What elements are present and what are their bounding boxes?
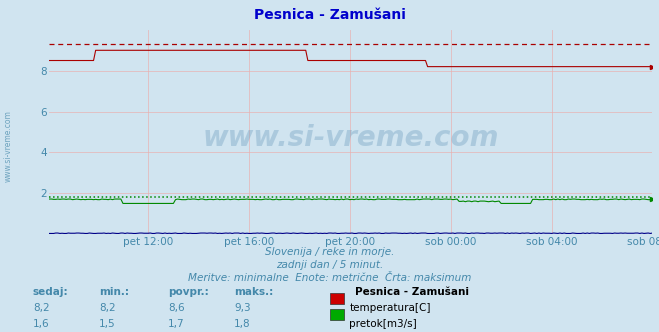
Text: www.si-vreme.com: www.si-vreme.com	[203, 124, 499, 152]
Text: zadnji dan / 5 minut.: zadnji dan / 5 minut.	[276, 260, 383, 270]
Text: 1,6: 1,6	[33, 319, 49, 329]
Text: 8,2: 8,2	[99, 303, 115, 313]
Text: 1,5: 1,5	[99, 319, 115, 329]
Text: povpr.:: povpr.:	[168, 287, 209, 297]
Text: www.si-vreme.com: www.si-vreme.com	[3, 110, 13, 182]
Text: 8,6: 8,6	[168, 303, 185, 313]
Text: Pesnica - Zamušani: Pesnica - Zamušani	[254, 8, 405, 22]
Text: 8,2: 8,2	[33, 303, 49, 313]
Text: 1,7: 1,7	[168, 319, 185, 329]
Text: min.:: min.:	[99, 287, 129, 297]
Text: 1,8: 1,8	[234, 319, 250, 329]
Text: pretok[m3/s]: pretok[m3/s]	[349, 319, 417, 329]
Text: Pesnica - Zamušani: Pesnica - Zamušani	[355, 287, 469, 297]
Text: sedaj:: sedaj:	[33, 287, 69, 297]
Text: Slovenija / reke in morje.: Slovenija / reke in morje.	[265, 247, 394, 257]
Text: Meritve: minimalne  Enote: metrične  Črta: maksimum: Meritve: minimalne Enote: metrične Črta:…	[188, 273, 471, 283]
Text: 9,3: 9,3	[234, 303, 250, 313]
Text: maks.:: maks.:	[234, 287, 273, 297]
Text: temperatura[C]: temperatura[C]	[349, 303, 431, 313]
